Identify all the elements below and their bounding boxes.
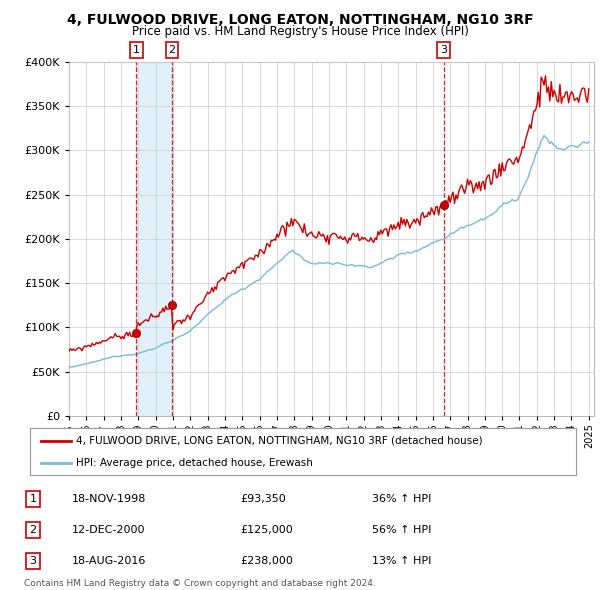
Text: 13% ↑ HPI: 13% ↑ HPI [372,556,431,566]
Bar [136,62,172,416]
Text: 56% ↑ HPI: 56% ↑ HPI [372,525,431,535]
Text: 18-NOV-1998: 18-NOV-1998 [72,494,146,504]
Text: 12-DEC-2000: 12-DEC-2000 [72,525,146,535]
Text: Contains HM Land Registry data © Crown copyright and database right 2024.: Contains HM Land Registry data © Crown c… [24,579,376,588]
Text: Price paid vs. HM Land Registry's House Price Index (HPI): Price paid vs. HM Land Registry's House … [131,25,469,38]
Text: 3: 3 [29,556,37,566]
Text: 3: 3 [440,45,447,55]
Text: 1: 1 [133,45,140,55]
Text: 2: 2 [169,45,176,55]
Text: 2: 2 [29,525,37,535]
Text: 4, FULWOOD DRIVE, LONG EATON, NOTTINGHAM, NG10 3RF: 4, FULWOOD DRIVE, LONG EATON, NOTTINGHAM… [67,13,533,27]
Text: 18-AUG-2016: 18-AUG-2016 [72,556,146,566]
Text: 4, FULWOOD DRIVE, LONG EATON, NOTTINGHAM, NG10 3RF (detached house): 4, FULWOOD DRIVE, LONG EATON, NOTTINGHAM… [76,436,483,446]
Text: £125,000: £125,000 [240,525,293,535]
Text: 1: 1 [29,494,37,504]
Text: £238,000: £238,000 [240,556,293,566]
Text: 36% ↑ HPI: 36% ↑ HPI [372,494,431,504]
Text: £93,350: £93,350 [240,494,286,504]
Text: HPI: Average price, detached house, Erewash: HPI: Average price, detached house, Erew… [76,458,313,468]
